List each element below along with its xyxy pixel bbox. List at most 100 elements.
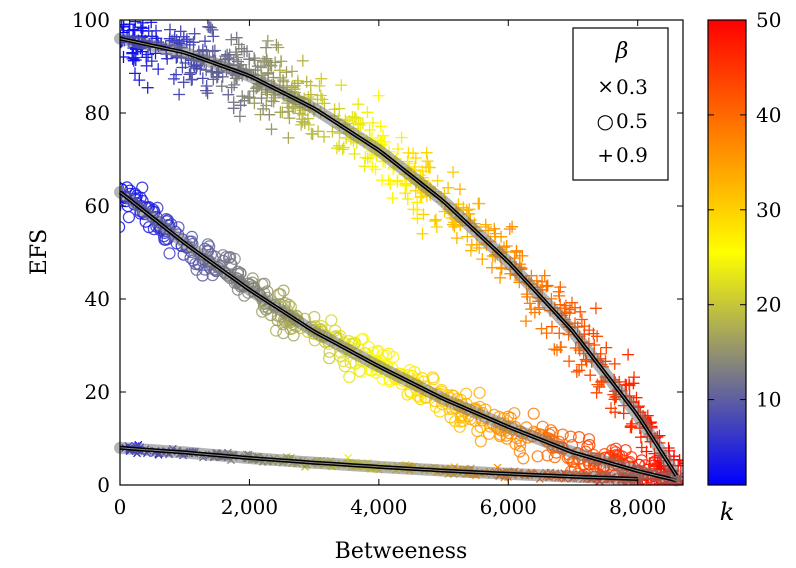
data-point (236, 90, 249, 103)
data-point (282, 105, 295, 118)
data-point (582, 433, 596, 446)
data-point (227, 96, 240, 109)
data-point (429, 213, 442, 226)
data-point (553, 327, 566, 340)
data-point (556, 428, 569, 441)
data-point (363, 151, 376, 164)
data-point (366, 160, 379, 173)
data-point (531, 450, 544, 463)
data-point (366, 116, 379, 129)
data-point (591, 330, 604, 343)
data-point (185, 73, 198, 86)
data-point (600, 341, 613, 354)
data-point (391, 143, 404, 155)
x-axis: 0 2,000 4,000 6,000 8,000 (114, 20, 666, 519)
data-point (183, 68, 196, 81)
data-point (465, 238, 478, 251)
y-tick-label: 100 (72, 8, 110, 32)
data-point (275, 55, 288, 68)
legend-label-0: 0.3 (616, 75, 648, 99)
data-point (272, 41, 285, 54)
data-point (330, 142, 343, 155)
data-point (257, 55, 270, 68)
data-point (584, 369, 597, 382)
colorbar-tick-label: 30 (756, 198, 781, 222)
data-point (108, 449, 115, 456)
y-axis-label: EFS (27, 229, 52, 275)
data-point (376, 349, 389, 362)
data-point (554, 298, 567, 311)
data-point (173, 88, 186, 101)
data-point (230, 31, 243, 44)
data-point (283, 112, 296, 125)
data-point (416, 227, 429, 240)
data-point (374, 120, 387, 133)
data-point (520, 315, 532, 328)
data-point (354, 119, 367, 132)
data-point (476, 253, 489, 266)
data-point (136, 20, 149, 29)
data-point (122, 211, 135, 224)
x-tick-label: 0 (114, 495, 127, 519)
data-point (541, 279, 554, 292)
data-point (376, 174, 389, 187)
data-point (348, 147, 361, 160)
fit-center-2 (119, 38, 677, 476)
data-point (104, 35, 116, 47)
colorbar-tick-label: 40 (756, 103, 781, 127)
legend: β × 0.3 ○ 0.5 + 0.9 (572, 27, 669, 181)
data-point (229, 46, 242, 59)
data-point (609, 442, 623, 455)
data-point (608, 357, 621, 370)
colorbar-tick-label: 10 (756, 388, 781, 412)
data-point (133, 74, 146, 87)
data-point (527, 407, 540, 420)
data-point (243, 53, 256, 66)
data-point (474, 420, 487, 434)
colorbar-tick-label: 50 (756, 8, 781, 32)
data-point (298, 117, 311, 129)
data-point (460, 387, 473, 400)
data-point (624, 421, 637, 434)
data-point (145, 55, 158, 68)
data-point (286, 65, 298, 78)
data-point (305, 127, 318, 140)
colorbar: 10 20 30 40 50 k (707, 8, 781, 526)
data-point (552, 285, 565, 298)
data-point (494, 271, 507, 284)
data-point (263, 108, 276, 121)
data-point (377, 129, 389, 142)
data-point (329, 324, 342, 337)
data-point (141, 81, 154, 94)
data-point (426, 371, 439, 384)
data-point (316, 93, 329, 106)
data-point (225, 81, 238, 94)
data-point (447, 166, 460, 179)
data-point (224, 251, 237, 264)
y-tick-label: 80 (85, 101, 110, 125)
data-point (535, 322, 548, 335)
data-point (673, 454, 683, 466)
data-point (333, 102, 346, 115)
data-point (506, 220, 519, 233)
data-point (312, 125, 324, 138)
data-point (260, 41, 273, 54)
data-point (196, 72, 209, 85)
data-point (225, 33, 238, 46)
data-point (442, 181, 455, 194)
data-point (338, 360, 351, 373)
data-point (548, 343, 561, 356)
data-point (510, 244, 523, 257)
data-point (635, 441, 648, 454)
data-point (566, 296, 578, 309)
data-point (215, 80, 228, 93)
data-point (103, 176, 114, 187)
data-point (589, 302, 602, 315)
data-point (593, 380, 606, 393)
data-point (199, 35, 211, 48)
data-point (449, 415, 462, 428)
x-tick-label: 8,000 (609, 495, 666, 519)
plot-frame (119, 19, 684, 486)
data-point (201, 87, 214, 100)
data-point (523, 297, 536, 310)
